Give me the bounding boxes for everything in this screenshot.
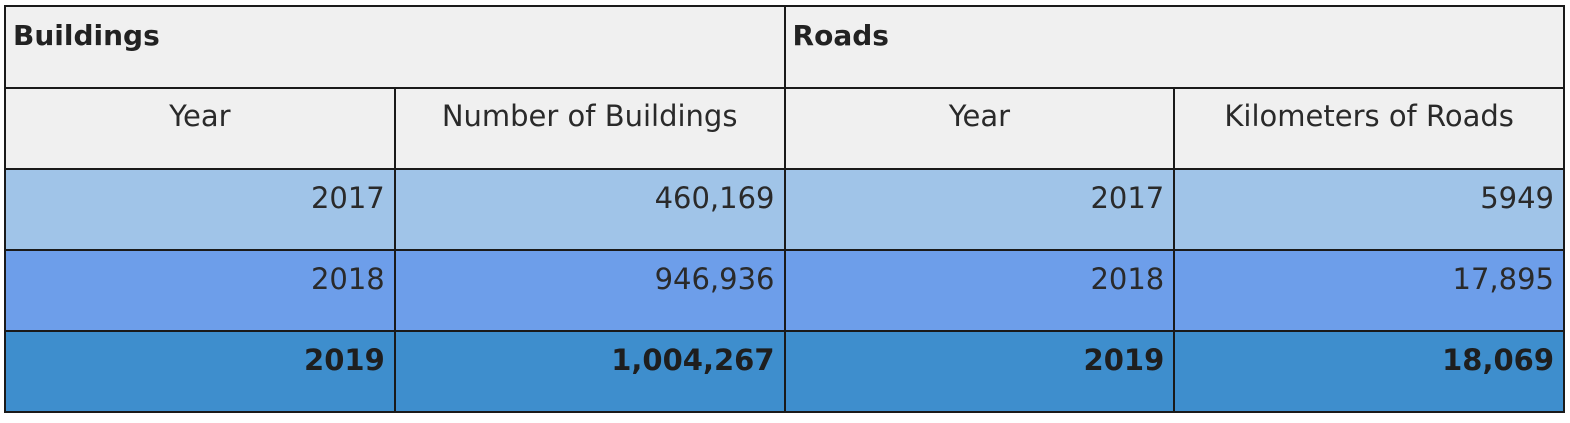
cell-kilometers-of-roads: 18,069	[1173, 330, 1566, 413]
cell-roads-year: 2019	[783, 330, 1176, 413]
cell-buildings-year: 2018	[4, 249, 396, 332]
cell-number-of-buildings: 946,936	[393, 249, 786, 332]
column-header-roads-year: Year	[783, 87, 1176, 170]
group-header-roads: Roads	[783, 5, 1566, 89]
cell-kilometers-of-roads: 17,895	[1173, 249, 1566, 332]
stats-table: Buildings Roads Year Number of Buildings…	[4, 5, 1566, 413]
table-row: 2018 946,936 2018 17,895	[4, 249, 1566, 332]
cell-roads-year: 2018	[783, 249, 1176, 332]
cell-kilometers-of-roads: 5949	[1173, 168, 1566, 251]
cell-roads-year: 2017	[783, 168, 1176, 251]
column-header-number-of-buildings: Number of Buildings	[393, 87, 786, 170]
cell-number-of-buildings: 1,004,267	[393, 330, 786, 413]
cell-buildings-year: 2017	[4, 168, 396, 251]
column-header-buildings-year: Year	[4, 87, 396, 170]
group-header-row: Buildings Roads	[4, 5, 1566, 89]
group-header-buildings: Buildings	[4, 5, 786, 89]
cell-number-of-buildings: 460,169	[393, 168, 786, 251]
table-row: 2017 460,169 2017 5949	[4, 168, 1566, 251]
column-header-kilometers-of-roads: Kilometers of Roads	[1173, 87, 1566, 170]
table-row: 2019 1,004,267 2019 18,069	[4, 330, 1566, 413]
cell-buildings-year: 2019	[4, 330, 396, 413]
column-header-row: Year Number of Buildings Year Kilometers…	[4, 87, 1566, 170]
